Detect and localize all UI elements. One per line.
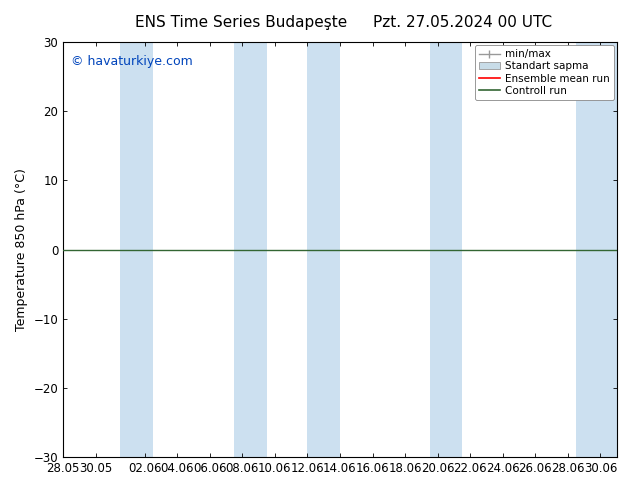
Y-axis label: Temperature 850 hPa (°C): Temperature 850 hPa (°C) [15, 168, 28, 331]
Bar [120, 42, 153, 457]
Text: ENS Time Series Budapeşte: ENS Time Series Budapeşte [135, 15, 347, 30]
Legend: min/max, Standart sapma, Ensemble mean run, Controll run: min/max, Standart sapma, Ensemble mean r… [474, 45, 614, 100]
Text: Pzt. 27.05.2024 00 UTC: Pzt. 27.05.2024 00 UTC [373, 15, 552, 30]
Bar [429, 42, 462, 457]
Bar [234, 42, 267, 457]
Bar [307, 42, 340, 457]
Text: © havaturkiye.com: © havaturkiye.com [72, 54, 193, 68]
Bar [576, 42, 617, 457]
